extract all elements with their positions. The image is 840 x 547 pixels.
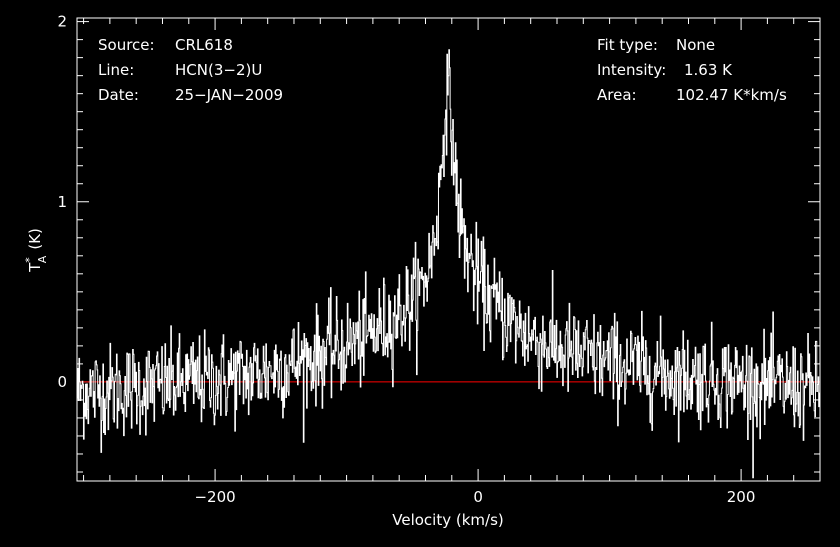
source-value: CRL618 xyxy=(175,36,233,54)
spectrum-series-line xyxy=(77,49,821,479)
date-value: 25−JAN−2009 xyxy=(175,86,283,104)
intensity-label: Intensity: xyxy=(597,61,666,79)
y-axis-label-unit: (K) xyxy=(26,228,44,250)
x-axis-label: Velocity (km/s) xyxy=(392,511,503,529)
date-label: Date: xyxy=(98,86,139,104)
line-label: Line: xyxy=(98,61,134,79)
x-tick-labels: −200 0 200 xyxy=(194,488,755,506)
intensity-value: 1.63 K xyxy=(684,61,733,79)
y-axis-label: T*A (K) xyxy=(23,228,49,273)
area-value: 102.47 K*km/s xyxy=(676,86,787,104)
y-tick-label: 0 xyxy=(57,373,67,391)
line-value: HCN(3−2)U xyxy=(175,61,262,79)
plot-frame xyxy=(76,17,821,482)
svg-text:T*A(K): T*A (K) xyxy=(23,228,49,273)
x-tick-label: −200 xyxy=(194,488,235,506)
y-tick-label: 1 xyxy=(57,193,67,211)
x-tick-label: 0 xyxy=(473,488,483,506)
source-label: Source: xyxy=(98,36,155,54)
y-axis-label-sup: * xyxy=(23,257,36,263)
y-axis-label-base: T xyxy=(26,262,44,273)
y-tick-labels: 0 1 2 xyxy=(57,13,67,391)
y-axis-label-sub: A xyxy=(36,255,49,263)
x-tick-label: 200 xyxy=(727,488,756,506)
area-label: Area: xyxy=(597,86,637,104)
fit-type-label: Fit type: xyxy=(597,36,658,54)
y-tick-label: 2 xyxy=(57,13,67,31)
fit-type-value: None xyxy=(676,36,715,54)
